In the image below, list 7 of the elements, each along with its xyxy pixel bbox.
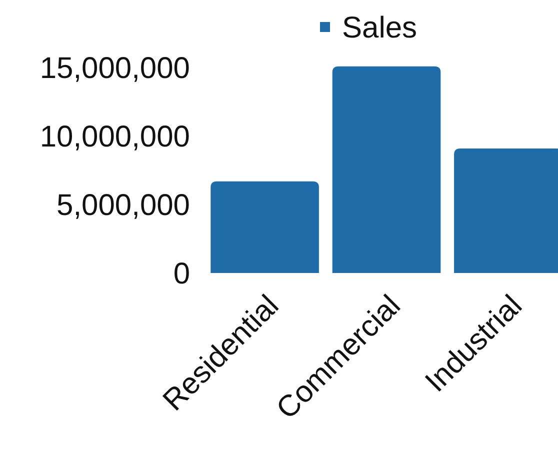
y-tick-label: 15,000,000 — [40, 52, 190, 86]
legend-label: Sales — [342, 12, 418, 44]
y-tick-label: 10,000,000 — [40, 120, 190, 154]
y-tick-label: 5,000,000 — [56, 189, 190, 222]
bar — [210, 181, 319, 273]
bar — [332, 66, 441, 273]
y-tick-label: 0 — [173, 258, 190, 290]
